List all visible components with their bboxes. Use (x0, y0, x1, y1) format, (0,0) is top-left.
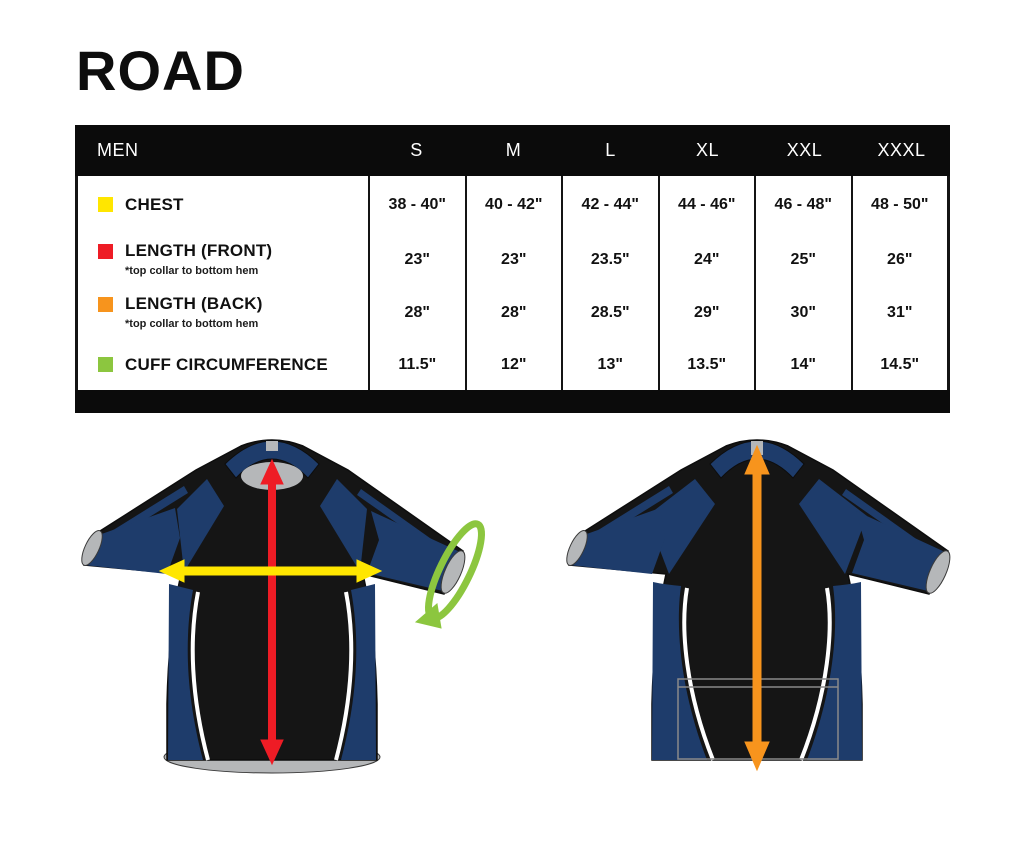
length-front-value-xxxl: 26" (850, 233, 948, 286)
length-front-value-l: 23.5" (561, 233, 658, 286)
col-header-xl: XL (695, 140, 720, 160)
col-header-xxl: XXL (786, 140, 823, 160)
size-table-header: MEN S M L XL XXL XXXL (75, 125, 950, 176)
front-side-panel-left (168, 584, 203, 760)
cuff-value-s: 11.5" (368, 339, 465, 390)
front-shoulder-panel-left (177, 479, 224, 572)
chest-swatch (98, 196, 113, 212)
col-header-s: S (410, 140, 423, 160)
chest-value-s: 38 - 40" (368, 176, 465, 233)
row-label-length-back: LENGTH (BACK) *top collar to bottom hem (78, 286, 368, 339)
back-length-arrow (744, 444, 770, 772)
back-shoulder-panel-right (799, 479, 867, 574)
jersey-front-illustration (81, 439, 485, 774)
back-side-panel-right (807, 582, 862, 760)
length-front-label: LENGTH (FRONT) (125, 240, 273, 260)
size-table-body: CHEST 38 - 40" 40 - 42" 42 - 44" 44 - 46… (75, 176, 950, 390)
length-front-note: *top collar to bottom hem (125, 264, 259, 277)
back-sleeve-panel-left (569, 508, 665, 574)
row-label-cuff: CUFF CIRCUMFERENCE (78, 339, 368, 390)
back-side-panel-left (652, 582, 707, 760)
col-header-l: L (605, 140, 616, 160)
row-label-length-front: LENGTH (FRONT) *top collar to bottom hem (78, 233, 368, 286)
length-back-note: *top collar to bottom hem (125, 317, 259, 330)
chest-value-xxxl: 48 - 50" (850, 176, 948, 233)
back-shoulder-panel-left (647, 479, 715, 574)
page-title: ROAD (76, 39, 245, 102)
length-back-swatch (98, 296, 113, 312)
chest-value-xl: 44 - 46" (657, 176, 755, 233)
length-back-value-xl: 29" (657, 286, 755, 339)
cuff-value-xl: 13.5" (657, 339, 755, 390)
front-accent-left (190, 591, 210, 761)
length-back-value-l: 28.5" (561, 286, 658, 339)
header-men: MEN (97, 140, 139, 160)
size-table: MEN S M L XL XXL XXXL CHEST 38 - 40" 40 … (75, 125, 950, 413)
front-cuff-right (440, 550, 466, 594)
length-back-value-xxl: 30" (754, 286, 851, 339)
length-front-value-s: 23" (368, 233, 465, 286)
front-collar (224, 440, 320, 479)
col-header-xxxl: XXXL (877, 140, 926, 160)
front-zipper-notch (266, 441, 278, 451)
cuff-value-xxxl: 14.5" (850, 339, 948, 390)
length-front-value-m: 23" (464, 233, 562, 286)
back-collar (709, 440, 805, 479)
cuff-label: CUFF CIRCUMFERENCE (125, 354, 328, 374)
size-table-footer-bar (75, 390, 950, 413)
chest-value-m: 40 - 42" (464, 176, 562, 233)
back-cuff-left (566, 530, 588, 566)
length-back-value-s: 28" (368, 286, 465, 339)
back-cuff-right (925, 550, 951, 594)
row-label-chest: CHEST (78, 176, 368, 233)
cuff-value-l: 13" (561, 339, 658, 390)
chest-value-xxl: 46 - 48" (754, 176, 851, 233)
back-accent-right (799, 587, 832, 761)
length-front-value-xl: 24" (657, 233, 755, 286)
back-sleeve-panel-right (852, 511, 945, 591)
front-cuff-left (81, 530, 103, 566)
jersey-back-illustration (566, 439, 951, 772)
front-length-arrow (260, 458, 284, 766)
length-back-label: LENGTH (BACK) (125, 293, 263, 313)
chest-arrow (158, 559, 383, 583)
col-header-m: M (505, 140, 522, 160)
length-back-value-m: 28" (464, 286, 562, 339)
length-back-value-xxxl: 31" (850, 286, 948, 339)
chest-value-l: 42 - 44" (561, 176, 658, 233)
front-sleeve-panel-left (84, 508, 180, 574)
chest-label: CHEST (125, 194, 184, 214)
front-shoulder-panel-right (320, 479, 367, 572)
length-front-swatch (98, 243, 113, 259)
front-accent-right (334, 591, 354, 761)
length-front-value-xxl: 25" (754, 233, 851, 286)
front-side-panel-right (341, 584, 376, 760)
back-accent-left (682, 587, 715, 761)
cuff-swatch (98, 356, 113, 372)
cuff-value-m: 12" (464, 339, 562, 390)
cuff-value-xxl: 14" (754, 339, 851, 390)
cuff-circumference-loop (414, 520, 485, 629)
